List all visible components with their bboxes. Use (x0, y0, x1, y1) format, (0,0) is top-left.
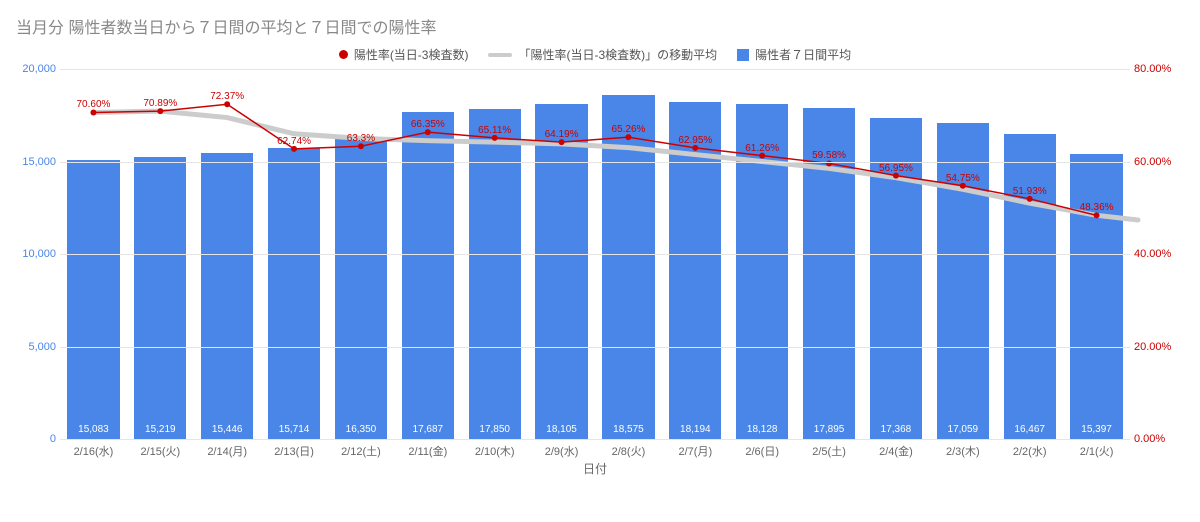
legend-marker-bar (737, 49, 749, 61)
grid-line (60, 439, 1130, 440)
x-tick-label: 2/1(火) (1063, 443, 1130, 459)
chart-title: 当月分 陽性者数当日から７日間の平均と７日間での陽性率 (16, 14, 1180, 38)
x-tick-label: 2/8(火) (595, 443, 662, 459)
y-left-tick: 10,000 (12, 248, 56, 260)
legend-item-ma: 「陽性率(当日-3検査数)」の移動平均 (488, 46, 717, 63)
bar-value-label: 15,446 (201, 424, 253, 435)
bar: 15,714 (268, 148, 320, 439)
bar: 17,850 (469, 109, 521, 439)
x-tick-label: 2/9(水) (528, 443, 595, 459)
bar-value-label: 16,467 (1004, 424, 1056, 435)
bar-value-label: 18,105 (535, 424, 587, 435)
x-tick-label: 2/5(土) (796, 443, 863, 459)
x-tick-label: 2/13(日) (261, 443, 328, 459)
bar-value-label: 18,128 (736, 424, 788, 435)
plot: 15,083 15,219 15,446 15,714 16,350 17,687 17,8… (10, 69, 1180, 469)
x-tick-label: 2/10(木) (461, 443, 528, 459)
bar-value-label: 17,687 (402, 424, 454, 435)
plot-area: 15,083 15,219 15,446 15,714 16,350 17,687 17,8… (60, 69, 1130, 439)
grid-line (60, 162, 1130, 163)
legend-item-rate: 陽性率(当日-3検査数) (339, 46, 469, 63)
rate-label: 70.89% (143, 98, 177, 109)
rate-label: 61.26% (745, 142, 779, 153)
y-left-tick: 0 (12, 433, 56, 445)
bar: 18,105 (535, 104, 587, 439)
rate-label: 70.60% (76, 99, 110, 110)
chart-container: 当月分 陽性者数当日から７日間の平均と７日間での陽性率 陽性率(当日-3検査数)… (0, 0, 1200, 522)
y-right-tick: 20.00% (1134, 341, 1178, 353)
bar-value-label: 15,397 (1070, 424, 1122, 435)
bar: 15,219 (134, 157, 186, 439)
x-tick-label: 2/6(日) (729, 443, 796, 459)
bar: 16,350 (335, 137, 387, 439)
rate-label: 48.36% (1080, 202, 1114, 213)
rate-label: 72.37% (210, 91, 244, 102)
x-axis-title: 日付 (10, 460, 1180, 477)
bar: 17,059 (937, 123, 989, 439)
x-tick-label: 2/4(金) (863, 443, 930, 459)
grid-line (60, 69, 1130, 70)
bar-value-label: 18,194 (669, 424, 721, 435)
x-tick-label: 2/2(水) (996, 443, 1063, 459)
bar: 16,467 (1004, 134, 1056, 439)
bar-value-label: 15,714 (268, 424, 320, 435)
rate-label: 54.75% (946, 173, 980, 184)
bar: 18,575 (602, 95, 654, 439)
rate-label: 62.74% (277, 136, 311, 147)
grid-line (60, 347, 1130, 348)
bar: 15,397 (1070, 154, 1122, 439)
x-tick-label: 2/11(金) (394, 443, 461, 459)
rate-label: 66.35% (411, 119, 445, 130)
x-tick-label: 2/14(月) (194, 443, 261, 459)
bar-value-label: 15,219 (134, 424, 186, 435)
x-tick-label: 2/3(木) (929, 443, 996, 459)
y-right-tick: 80.00% (1134, 63, 1178, 75)
bar-value-label: 17,850 (469, 424, 521, 435)
legend: 陽性率(当日-3検査数) 「陽性率(当日-3検査数)」の移動平均 陽性者７日間平… (10, 46, 1180, 63)
rate-label: 62.95% (678, 135, 712, 146)
x-tick-label: 2/12(土) (328, 443, 395, 459)
bar-value-label: 18,575 (602, 424, 654, 435)
rate-label: 51.93% (1013, 186, 1047, 197)
rate-label: 65.11% (478, 125, 511, 136)
y-right-tick: 40.00% (1134, 248, 1178, 260)
bar-value-label: 17,368 (870, 424, 922, 435)
legend-marker-ma (488, 53, 512, 57)
legend-marker-rate (339, 50, 348, 59)
grid-line (60, 254, 1130, 255)
legend-label-ma: 「陽性率(当日-3検査数)」の移動平均 (518, 46, 717, 63)
rate-label: 63.3% (347, 133, 375, 144)
y-left-tick: 20,000 (12, 63, 56, 75)
bar-value-label: 17,059 (937, 424, 989, 435)
bar-value-label: 16,350 (335, 424, 387, 435)
x-tick-label: 2/7(月) (662, 443, 729, 459)
legend-label-rate: 陽性率(当日-3検査数) (354, 46, 469, 63)
y-left-tick: 15,000 (12, 156, 56, 168)
x-tick-label: 2/16(水) (60, 443, 127, 459)
x-axis-labels: 2/16(水)2/15(火)2/14(月)2/13(日)2/12(土)2/11(… (60, 443, 1130, 459)
bar-value-label: 15,083 (67, 424, 119, 435)
rate-label: 56.95% (879, 162, 913, 173)
y-left-tick: 5,000 (12, 341, 56, 353)
bar-value-label: 17,895 (803, 424, 855, 435)
y-right-tick: 60.00% (1134, 156, 1178, 168)
bar: 18,194 (669, 102, 721, 439)
bar: 15,083 (67, 160, 119, 439)
bar: 15,446 (201, 153, 253, 439)
y-right-tick: 0.00% (1134, 433, 1178, 445)
rate-label: 59.58% (812, 150, 846, 161)
rate-label: 64.19% (545, 129, 579, 140)
bar: 18,128 (736, 104, 788, 439)
rate-label: 65.26% (611, 124, 645, 135)
legend-label-bar: 陽性者７日間平均 (755, 46, 851, 63)
legend-item-bar: 陽性者７日間平均 (737, 46, 851, 63)
x-tick-label: 2/15(火) (127, 443, 194, 459)
